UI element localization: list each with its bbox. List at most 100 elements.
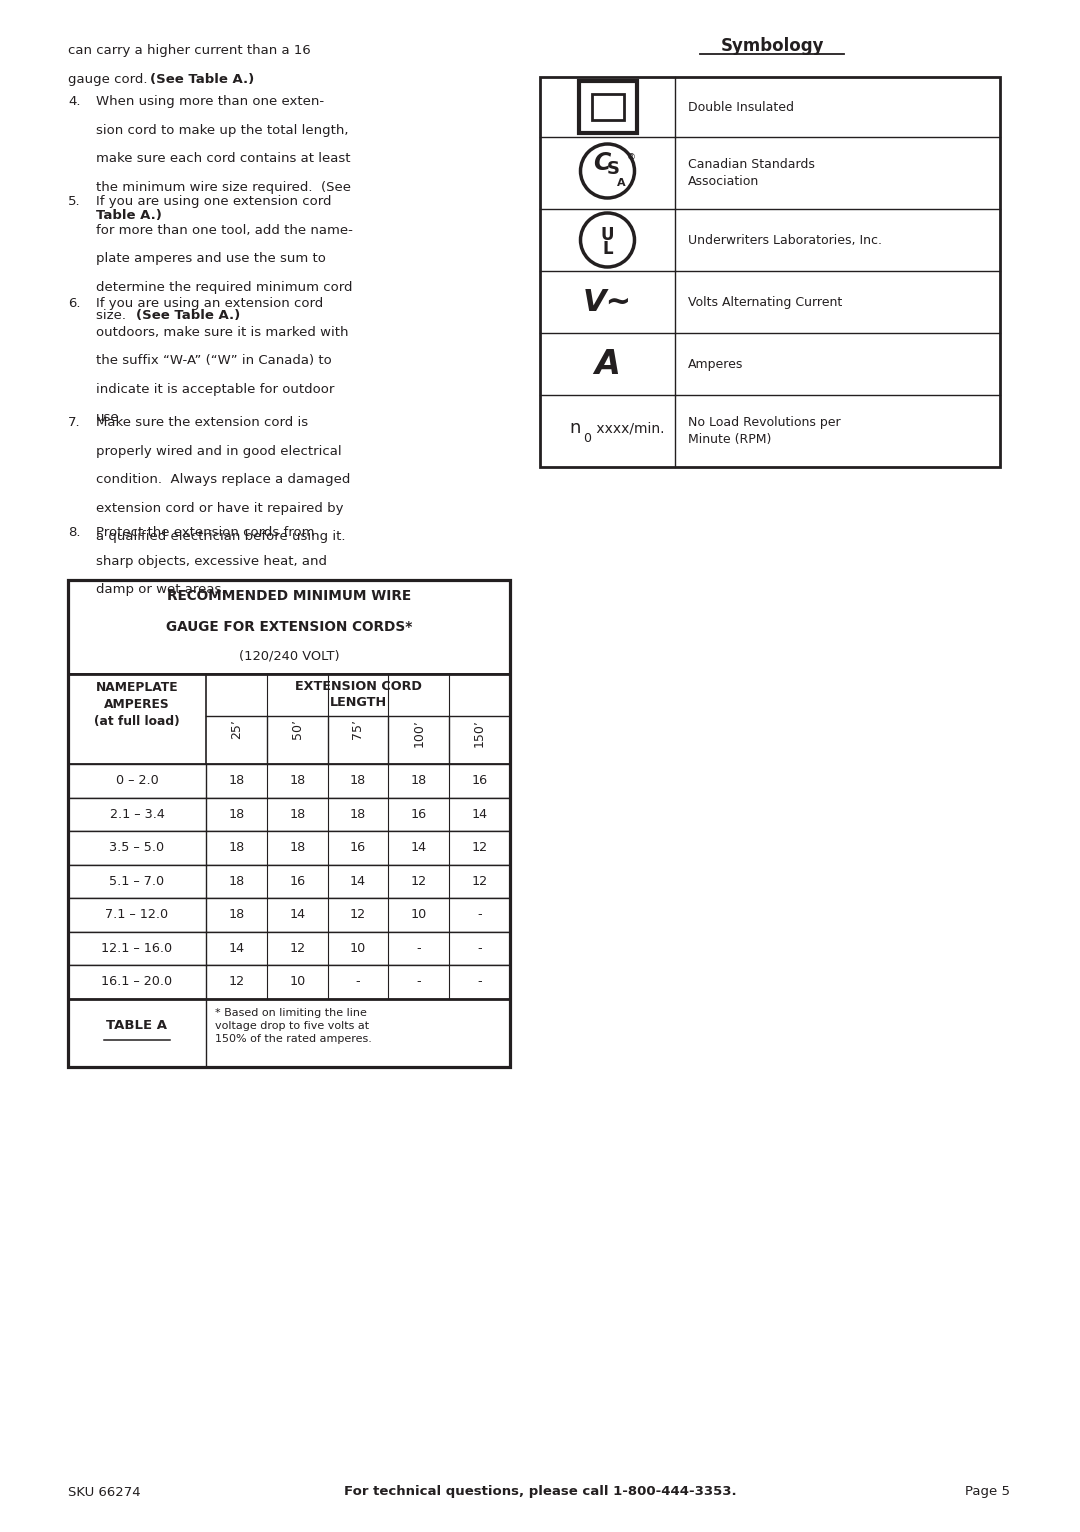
Text: 16: 16 — [410, 807, 427, 821]
Text: (See Table A.): (See Table A.) — [150, 72, 254, 86]
Text: 14: 14 — [350, 875, 366, 887]
Text: Volts Alternating Current: Volts Alternating Current — [688, 296, 842, 308]
Bar — [592, 93, 623, 119]
Text: 12.1 – 16.0: 12.1 – 16.0 — [102, 942, 173, 954]
Text: 18: 18 — [350, 807, 366, 821]
Text: 18: 18 — [228, 875, 244, 887]
Text: 6.: 6. — [68, 297, 81, 309]
Text: 14: 14 — [410, 841, 427, 855]
Text: 5.1 – 7.0: 5.1 – 7.0 — [109, 875, 164, 887]
Text: 12: 12 — [228, 976, 244, 988]
Text: A: A — [595, 348, 620, 380]
Text: the suffix “W-A” (“W” in Canada) to: the suffix “W-A” (“W” in Canada) to — [96, 354, 332, 368]
Text: Underwriters Laboratories, Inc.: Underwriters Laboratories, Inc. — [688, 233, 882, 247]
Text: sion cord to make up the total length,: sion cord to make up the total length, — [96, 124, 349, 136]
Text: n: n — [569, 418, 581, 437]
Text: Protect the extension cords from: Protect the extension cords from — [96, 525, 314, 539]
Text: (120/240 VOLT): (120/240 VOLT) — [239, 650, 339, 662]
Text: 7.: 7. — [68, 417, 81, 429]
Bar — [68, 999, 510, 1066]
Bar — [68, 581, 510, 1066]
Text: -: - — [477, 908, 482, 921]
Text: 18: 18 — [289, 774, 306, 787]
Text: -: - — [355, 976, 361, 988]
Text: condition.  Always replace a damaged: condition. Always replace a damaged — [96, 473, 350, 486]
Text: 50’: 50’ — [291, 719, 303, 738]
Text: 25’: 25’ — [230, 719, 243, 738]
Text: 18: 18 — [289, 807, 306, 821]
Text: A: A — [617, 178, 625, 188]
Text: 4.: 4. — [68, 95, 81, 107]
Bar — [68, 830, 510, 864]
Text: 10: 10 — [350, 942, 366, 954]
Text: gauge cord.: gauge cord. — [68, 72, 156, 86]
Text: GAUGE FOR EXTENSION CORDS*: GAUGE FOR EXTENSION CORDS* — [166, 620, 413, 634]
Text: 2.1 – 3.4: 2.1 – 3.4 — [109, 807, 164, 821]
Text: 18: 18 — [228, 807, 244, 821]
Text: for more than one tool, add the name-: for more than one tool, add the name- — [96, 224, 353, 236]
Text: 8.: 8. — [68, 525, 81, 539]
Text: Make sure the extension cord is: Make sure the extension cord is — [96, 417, 308, 429]
Text: RECOMMENDED MINIMUM WIRE: RECOMMENDED MINIMUM WIRE — [167, 588, 411, 604]
Text: If you are using one extension cord: If you are using one extension cord — [96, 195, 332, 208]
Text: TABLE A: TABLE A — [107, 1019, 167, 1033]
Bar — [68, 798, 510, 830]
Text: 10: 10 — [289, 976, 306, 988]
Bar — [68, 764, 510, 798]
Text: 7.1 – 12.0: 7.1 – 12.0 — [106, 908, 168, 921]
Text: determine the required minimum cord: determine the required minimum cord — [96, 280, 352, 294]
Text: -: - — [417, 976, 421, 988]
Text: 0: 0 — [583, 432, 592, 444]
Text: 150’: 150’ — [473, 719, 486, 748]
Text: the minimum wire size required.  (See: the minimum wire size required. (See — [96, 181, 351, 193]
Text: -: - — [477, 942, 482, 954]
Text: 16: 16 — [350, 841, 366, 855]
Text: 18: 18 — [228, 908, 244, 921]
Bar — [68, 864, 510, 898]
Text: V~: V~ — [583, 288, 632, 317]
Text: 18: 18 — [410, 774, 427, 787]
Text: sharp objects, excessive heat, and: sharp objects, excessive heat, and — [96, 555, 327, 567]
Text: damp or wet areas.: damp or wet areas. — [96, 584, 226, 596]
Text: Canadian Standards
Association: Canadian Standards Association — [688, 158, 815, 188]
Text: indicate it is acceptable for outdoor: indicate it is acceptable for outdoor — [96, 383, 335, 395]
Text: S: S — [607, 159, 620, 178]
Text: Symbology: Symbology — [720, 37, 824, 55]
Bar — [68, 898, 510, 931]
Text: Amperes: Amperes — [688, 357, 743, 371]
Text: properly wired and in good electrical: properly wired and in good electrical — [96, 444, 341, 458]
Text: 12: 12 — [410, 875, 427, 887]
Text: use.: use. — [96, 411, 124, 424]
Bar — [68, 581, 510, 674]
Text: xxxx/min.: xxxx/min. — [593, 421, 665, 435]
Text: * Based on limiting the line
voltage drop to five volts at
150% of the rated amp: * Based on limiting the line voltage dro… — [215, 1008, 372, 1043]
Text: size.: size. — [96, 309, 135, 322]
Bar — [68, 674, 510, 764]
Bar — [579, 81, 636, 133]
Text: SKU 66274: SKU 66274 — [68, 1486, 140, 1498]
Text: NAMEPLATE
AMPERES
(at full load): NAMEPLATE AMPERES (at full load) — [94, 682, 179, 728]
Text: L: L — [603, 241, 612, 257]
Bar — [68, 965, 510, 999]
Text: 16: 16 — [289, 875, 306, 887]
Text: U: U — [600, 227, 615, 244]
Text: a qualified electrician before using it.: a qualified electrician before using it. — [96, 530, 346, 542]
Text: 12: 12 — [350, 908, 366, 921]
Text: -: - — [417, 942, 421, 954]
Text: plate amperes and use the sum to: plate amperes and use the sum to — [96, 251, 326, 265]
Text: 18: 18 — [289, 841, 306, 855]
Text: Double Insulated: Double Insulated — [688, 101, 794, 113]
Text: ®: ® — [627, 153, 636, 162]
Text: 100’: 100’ — [413, 719, 426, 748]
Text: Page 5: Page 5 — [966, 1486, 1010, 1498]
Text: 5.: 5. — [68, 195, 81, 208]
Text: 16.1 – 20.0: 16.1 – 20.0 — [102, 976, 173, 988]
Text: 14: 14 — [228, 942, 244, 954]
Text: (See Table A.): (See Table A.) — [136, 309, 240, 322]
Text: 10: 10 — [410, 908, 427, 921]
Text: 0 – 2.0: 0 – 2.0 — [116, 774, 159, 787]
Text: No Load Revolutions per
Minute (RPM): No Load Revolutions per Minute (RPM) — [688, 415, 840, 446]
Text: 3.5 – 5.0: 3.5 – 5.0 — [109, 841, 164, 855]
Text: 12: 12 — [472, 875, 488, 887]
Text: 18: 18 — [228, 841, 244, 855]
